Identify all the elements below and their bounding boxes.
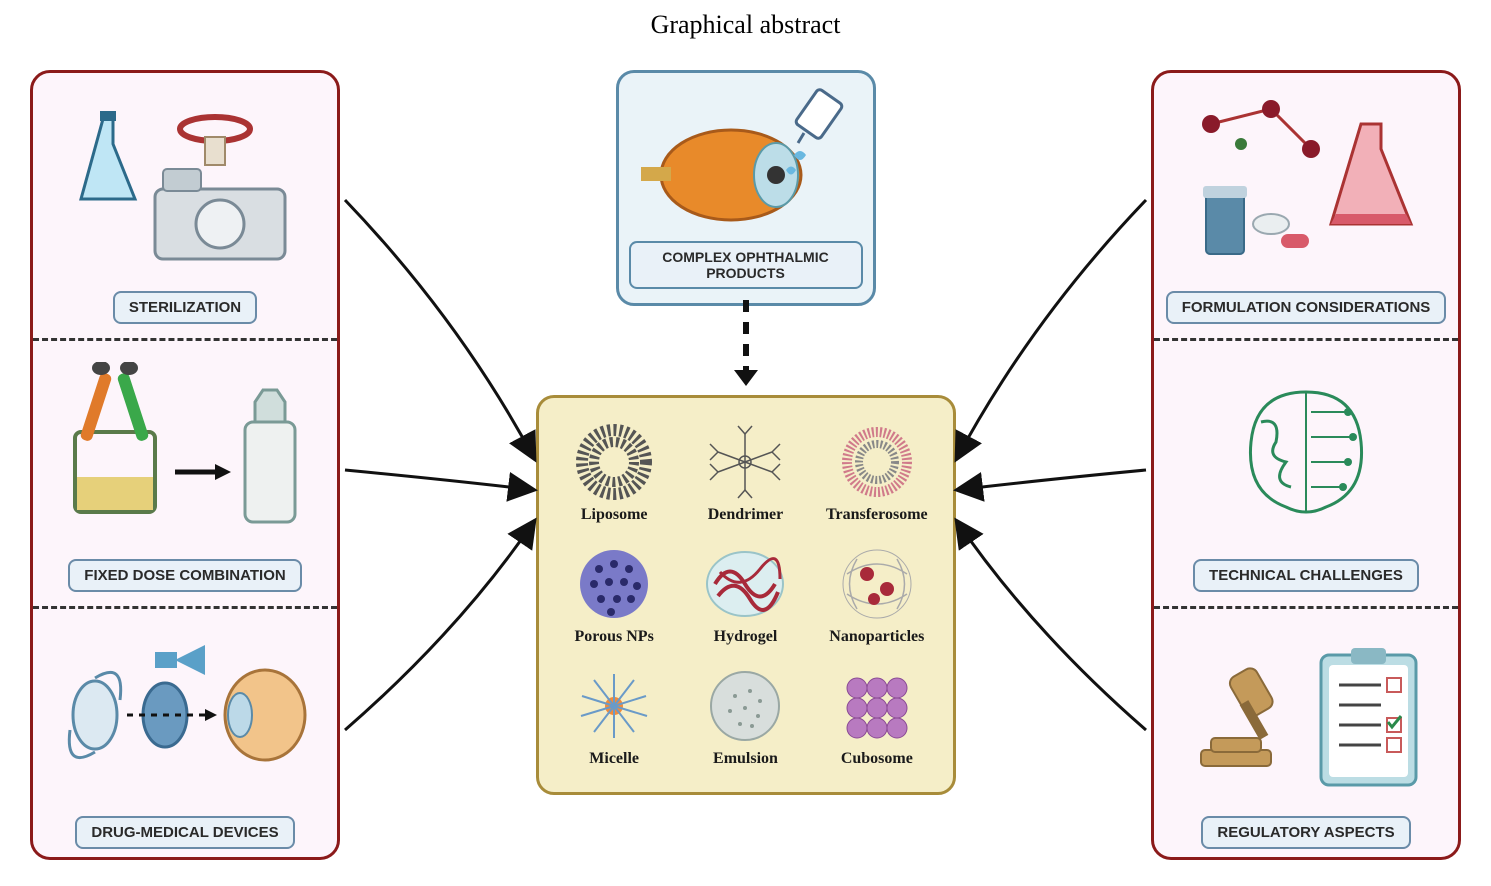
micelle-label: Micelle: [589, 750, 639, 768]
nanoparticles-icon: [832, 544, 922, 624]
liposome-icon: [569, 422, 659, 502]
dendrimer-label: Dendrimer: [708, 506, 784, 524]
eye-dropper-icon: [636, 85, 856, 235]
nano-emulsion: Emulsion: [684, 660, 807, 774]
nano-micelle: Micelle: [553, 660, 676, 774]
right-panel: FORMULATION CONSIDERATIONS TECHNICAL CHA…: [1151, 70, 1461, 860]
porous-label: Porous NPs: [575, 628, 654, 646]
emulsion-label: Emulsion: [713, 750, 778, 768]
sterilization-label: STERILIZATION: [113, 291, 257, 324]
left-arrows-icon: [340, 70, 540, 860]
tech-label: TECHNICAL CHALLENGES: [1193, 559, 1419, 592]
emulsion-icon: [700, 666, 790, 746]
np-label: Nanoparticles: [829, 628, 924, 646]
left-section-fdc: FIXED DOSE COMBINATION: [33, 341, 337, 606]
left-panel: STERILIZATION FIXED DOSE COMBINATION: [30, 70, 340, 860]
nano-cubosome: Cubosome: [815, 660, 938, 774]
right-arrows-icon: [951, 70, 1151, 860]
page-title: Graphical abstract: [651, 10, 841, 40]
top-label: COMPLEX OPHTHALMIC PRODUCTS: [629, 241, 863, 289]
right-section-tech: TECHNICAL CHALLENGES: [1154, 341, 1458, 606]
sterilization-icon: [33, 85, 337, 283]
dashed-arrow-icon: [743, 300, 749, 385]
fdc-icon: [33, 353, 337, 551]
transferosome-label: Transferosome: [826, 506, 928, 524]
nano-liposome: Liposome: [553, 416, 676, 530]
tech-icon: [1154, 353, 1458, 551]
left-section-sterilization: STERILIZATION: [33, 73, 337, 338]
regulatory-label: REGULATORY ASPECTS: [1201, 816, 1410, 849]
transferosome-icon: [832, 422, 922, 502]
cubosome-icon: [832, 666, 922, 746]
fdc-label: FIXED DOSE COMBINATION: [68, 559, 301, 592]
formulation-icon: [1154, 85, 1458, 283]
devices-label: DRUG-MEDICAL DEVICES: [75, 816, 294, 849]
nano-np: Nanoparticles: [815, 538, 938, 652]
dendrimer-icon: [700, 422, 790, 502]
cubosome-label: Cubosome: [841, 750, 913, 768]
nano-transferosome: Transferosome: [815, 416, 938, 530]
right-section-formulation: FORMULATION CONSIDERATIONS: [1154, 73, 1458, 338]
porous-icon: [569, 544, 659, 624]
formulation-label: FORMULATION CONSIDERATIONS: [1166, 291, 1447, 324]
hydrogel-icon: [700, 544, 790, 624]
devices-icon: [33, 621, 337, 808]
left-section-devices: DRUG-MEDICAL DEVICES: [33, 609, 337, 863]
nano-hydrogel: Hydrogel: [684, 538, 807, 652]
top-box: COMPLEX OPHTHALMIC PRODUCTS: [616, 70, 876, 306]
center-box: Liposome Dendrimer: [536, 395, 956, 795]
nano-porous: Porous NPs: [553, 538, 676, 652]
liposome-label: Liposome: [581, 506, 648, 524]
right-section-regulatory: REGULATORY ASPECTS: [1154, 609, 1458, 863]
regulatory-icon: [1154, 621, 1458, 808]
nano-dendrimer: Dendrimer: [684, 416, 807, 530]
micelle-icon: [569, 666, 659, 746]
hydrogel-label: Hydrogel: [714, 628, 778, 646]
